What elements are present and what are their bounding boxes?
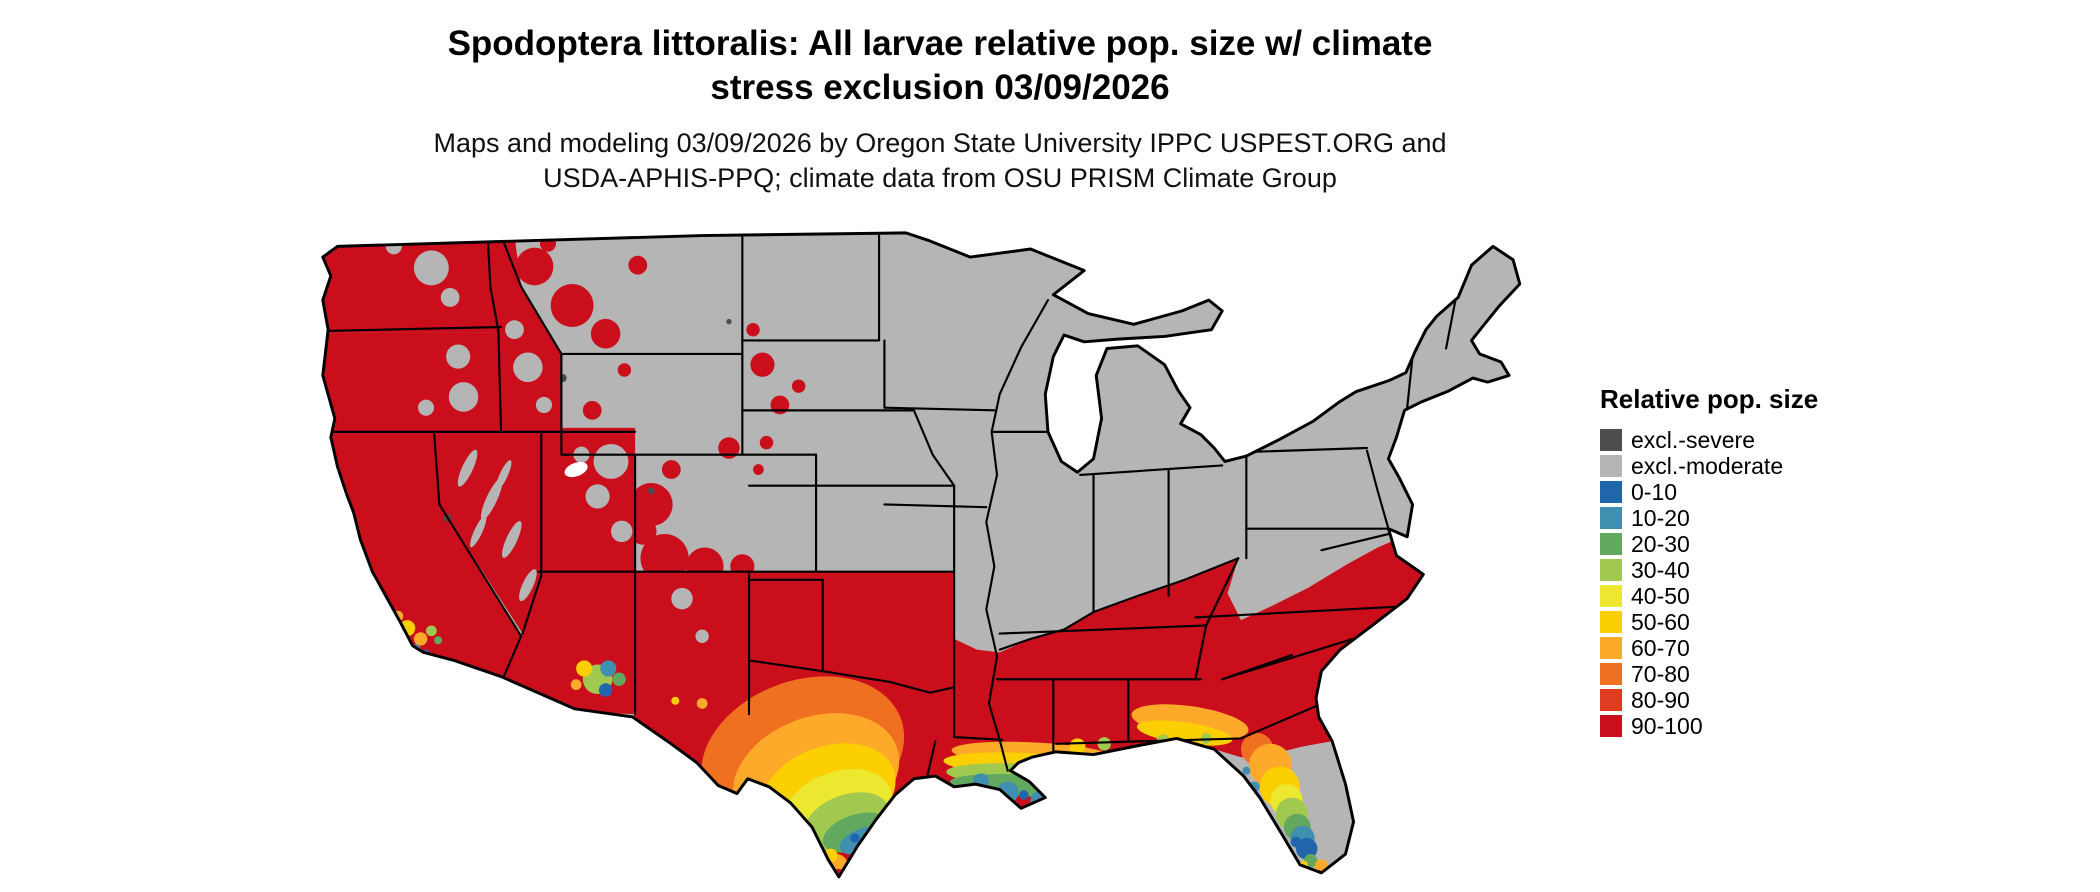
legend-item: 20-30 [1600,531,1818,557]
page-subtitle: Maps and modeling 03/09/2026 by Oregon S… [240,126,1640,196]
legend-item: 80-90 [1600,687,1818,713]
legend-item: excl.-moderate [1600,453,1818,479]
legend-item: 10-20 [1600,505,1818,531]
legend-items: excl.-severe excl.-moderate 0-10 10-20 20-30… [1600,427,1818,739]
legend-swatch [1600,611,1622,633]
subtitle-line-1: Maps and modeling 03/09/2026 by Oregon S… [433,128,1447,158]
subtitle-line-2: USDA-APHIS-PPQ; climate data from OSU PR… [543,163,1337,193]
legend-item-label: 90-100 [1631,712,1703,739]
legend-swatch [1600,715,1622,737]
legend-item-label: 10-20 [1631,504,1690,531]
legend: Relative pop. size excl.-severe excl.-mod… [1600,384,1818,739]
legend-item-label: 30-40 [1631,556,1690,583]
legend-item-label: 50-60 [1631,608,1690,635]
legend-item: 90-100 [1600,713,1818,739]
legend-item-label: 40-50 [1631,582,1690,609]
legend-item-label: 80-90 [1631,686,1690,713]
legend-swatch [1600,637,1622,659]
legend-item: 0-10 [1600,479,1818,505]
legend-swatch [1600,455,1622,477]
legend-swatch [1600,663,1622,685]
legend-item-label: 60-70 [1631,634,1690,661]
legend-title: Relative pop. size [1600,384,1819,414]
legend-item-label: excl.-moderate [1631,452,1784,479]
page-title: Spodoptera littoralis: All larvae relati… [240,22,1640,110]
state-borders [322,232,1457,778]
legend-swatch [1600,689,1622,711]
map-speckles-arizona [570,660,708,709]
map-gradient-florida [1240,733,1329,877]
legend-item-label: 20-30 [1631,530,1690,557]
legend-swatch [1600,533,1622,555]
legend-item: 30-40 [1600,557,1818,583]
map-region-excl-moderate-speckles [385,238,709,643]
legend-swatch [1600,429,1622,451]
legend-item: excl.-severe [1600,427,1818,453]
legend-item-label: excl.-severe [1631,426,1755,453]
legend-swatch [1600,507,1622,529]
legend-swatch [1600,481,1622,503]
legend-swatch [1600,559,1622,581]
title-line-1: Spodoptera littoralis: All larvae relati… [447,24,1433,63]
us-map-svg [321,231,1522,879]
legend-item: 50-60 [1600,609,1818,635]
legend-item: 40-50 [1600,583,1818,609]
us-population-map [300,206,1560,889]
us-outline [321,231,1522,879]
legend-item: 60-70 [1600,635,1818,661]
legend-item: 70-80 [1600,661,1818,687]
title-line-2: stress exclusion 03/09/2026 [710,68,1170,107]
legend-item-label: 0-10 [1631,478,1678,505]
legend-swatch [1600,585,1622,607]
legend-item-label: 70-80 [1631,660,1690,687]
great-salt-lake [564,461,588,478]
